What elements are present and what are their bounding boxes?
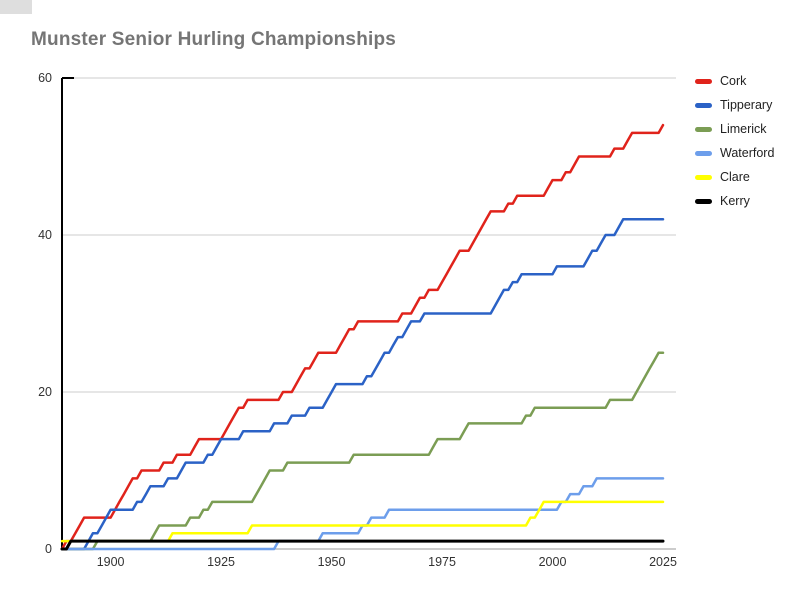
window-corner-artifact <box>0 0 32 14</box>
legend-item-cork[interactable]: Cork <box>695 69 774 93</box>
x-axis-label-2000: 2000 <box>538 555 567 569</box>
legend-swatch-cork <box>695 78 712 84</box>
series-line-kerry[interactable] <box>60 539 665 551</box>
legend-swatch-kerry <box>695 198 712 204</box>
y-axis-label-20: 20 <box>38 385 52 399</box>
legend-item-clare[interactable]: Clare <box>695 165 774 189</box>
legend-item-waterford[interactable]: Waterford <box>695 141 774 165</box>
chart-legend: Cork Tipperary Limerick Waterford Clare … <box>695 69 774 213</box>
x-axis-label-2025: 2025 <box>649 555 677 569</box>
legend-swatch-waterford <box>695 150 712 156</box>
x-axis-label-1975: 1975 <box>428 555 456 569</box>
chart-title: Munster Senior Hurling Championships <box>31 29 397 50</box>
x-axis-label-1900: 1900 <box>96 555 125 569</box>
series-line-tipperary[interactable] <box>60 218 665 551</box>
legend-item-kerry[interactable]: Kerry <box>695 189 774 213</box>
series-line-limerick[interactable] <box>60 351 665 551</box>
series-line-clare[interactable] <box>60 500 665 543</box>
y-axis-label-40: 40 <box>38 228 52 242</box>
legend-label-waterford: Waterford <box>720 146 775 160</box>
legend-item-limerick[interactable]: Limerick <box>695 117 774 141</box>
legend-label-cork: Cork <box>720 74 747 88</box>
legend-swatch-limerick <box>695 126 712 132</box>
y-axis-label-0: 0 <box>45 542 52 556</box>
x-axis-label-1925: 1925 <box>207 555 235 569</box>
legend-swatch-tipperary <box>695 102 712 108</box>
legend-label-kerry: Kerry <box>720 194 750 208</box>
y-axis-label-60: 60 <box>38 71 52 85</box>
legend-label-limerick: Limerick <box>720 122 767 136</box>
legend-swatch-clare <box>695 174 712 180</box>
legend-label-clare: Clare <box>720 170 750 184</box>
series-line-cork[interactable] <box>60 123 665 551</box>
legend-item-tipperary[interactable]: Tipperary <box>695 93 774 117</box>
legend-label-tipperary: Tipperary <box>720 98 773 112</box>
x-axis-label-1950: 1950 <box>317 555 346 569</box>
